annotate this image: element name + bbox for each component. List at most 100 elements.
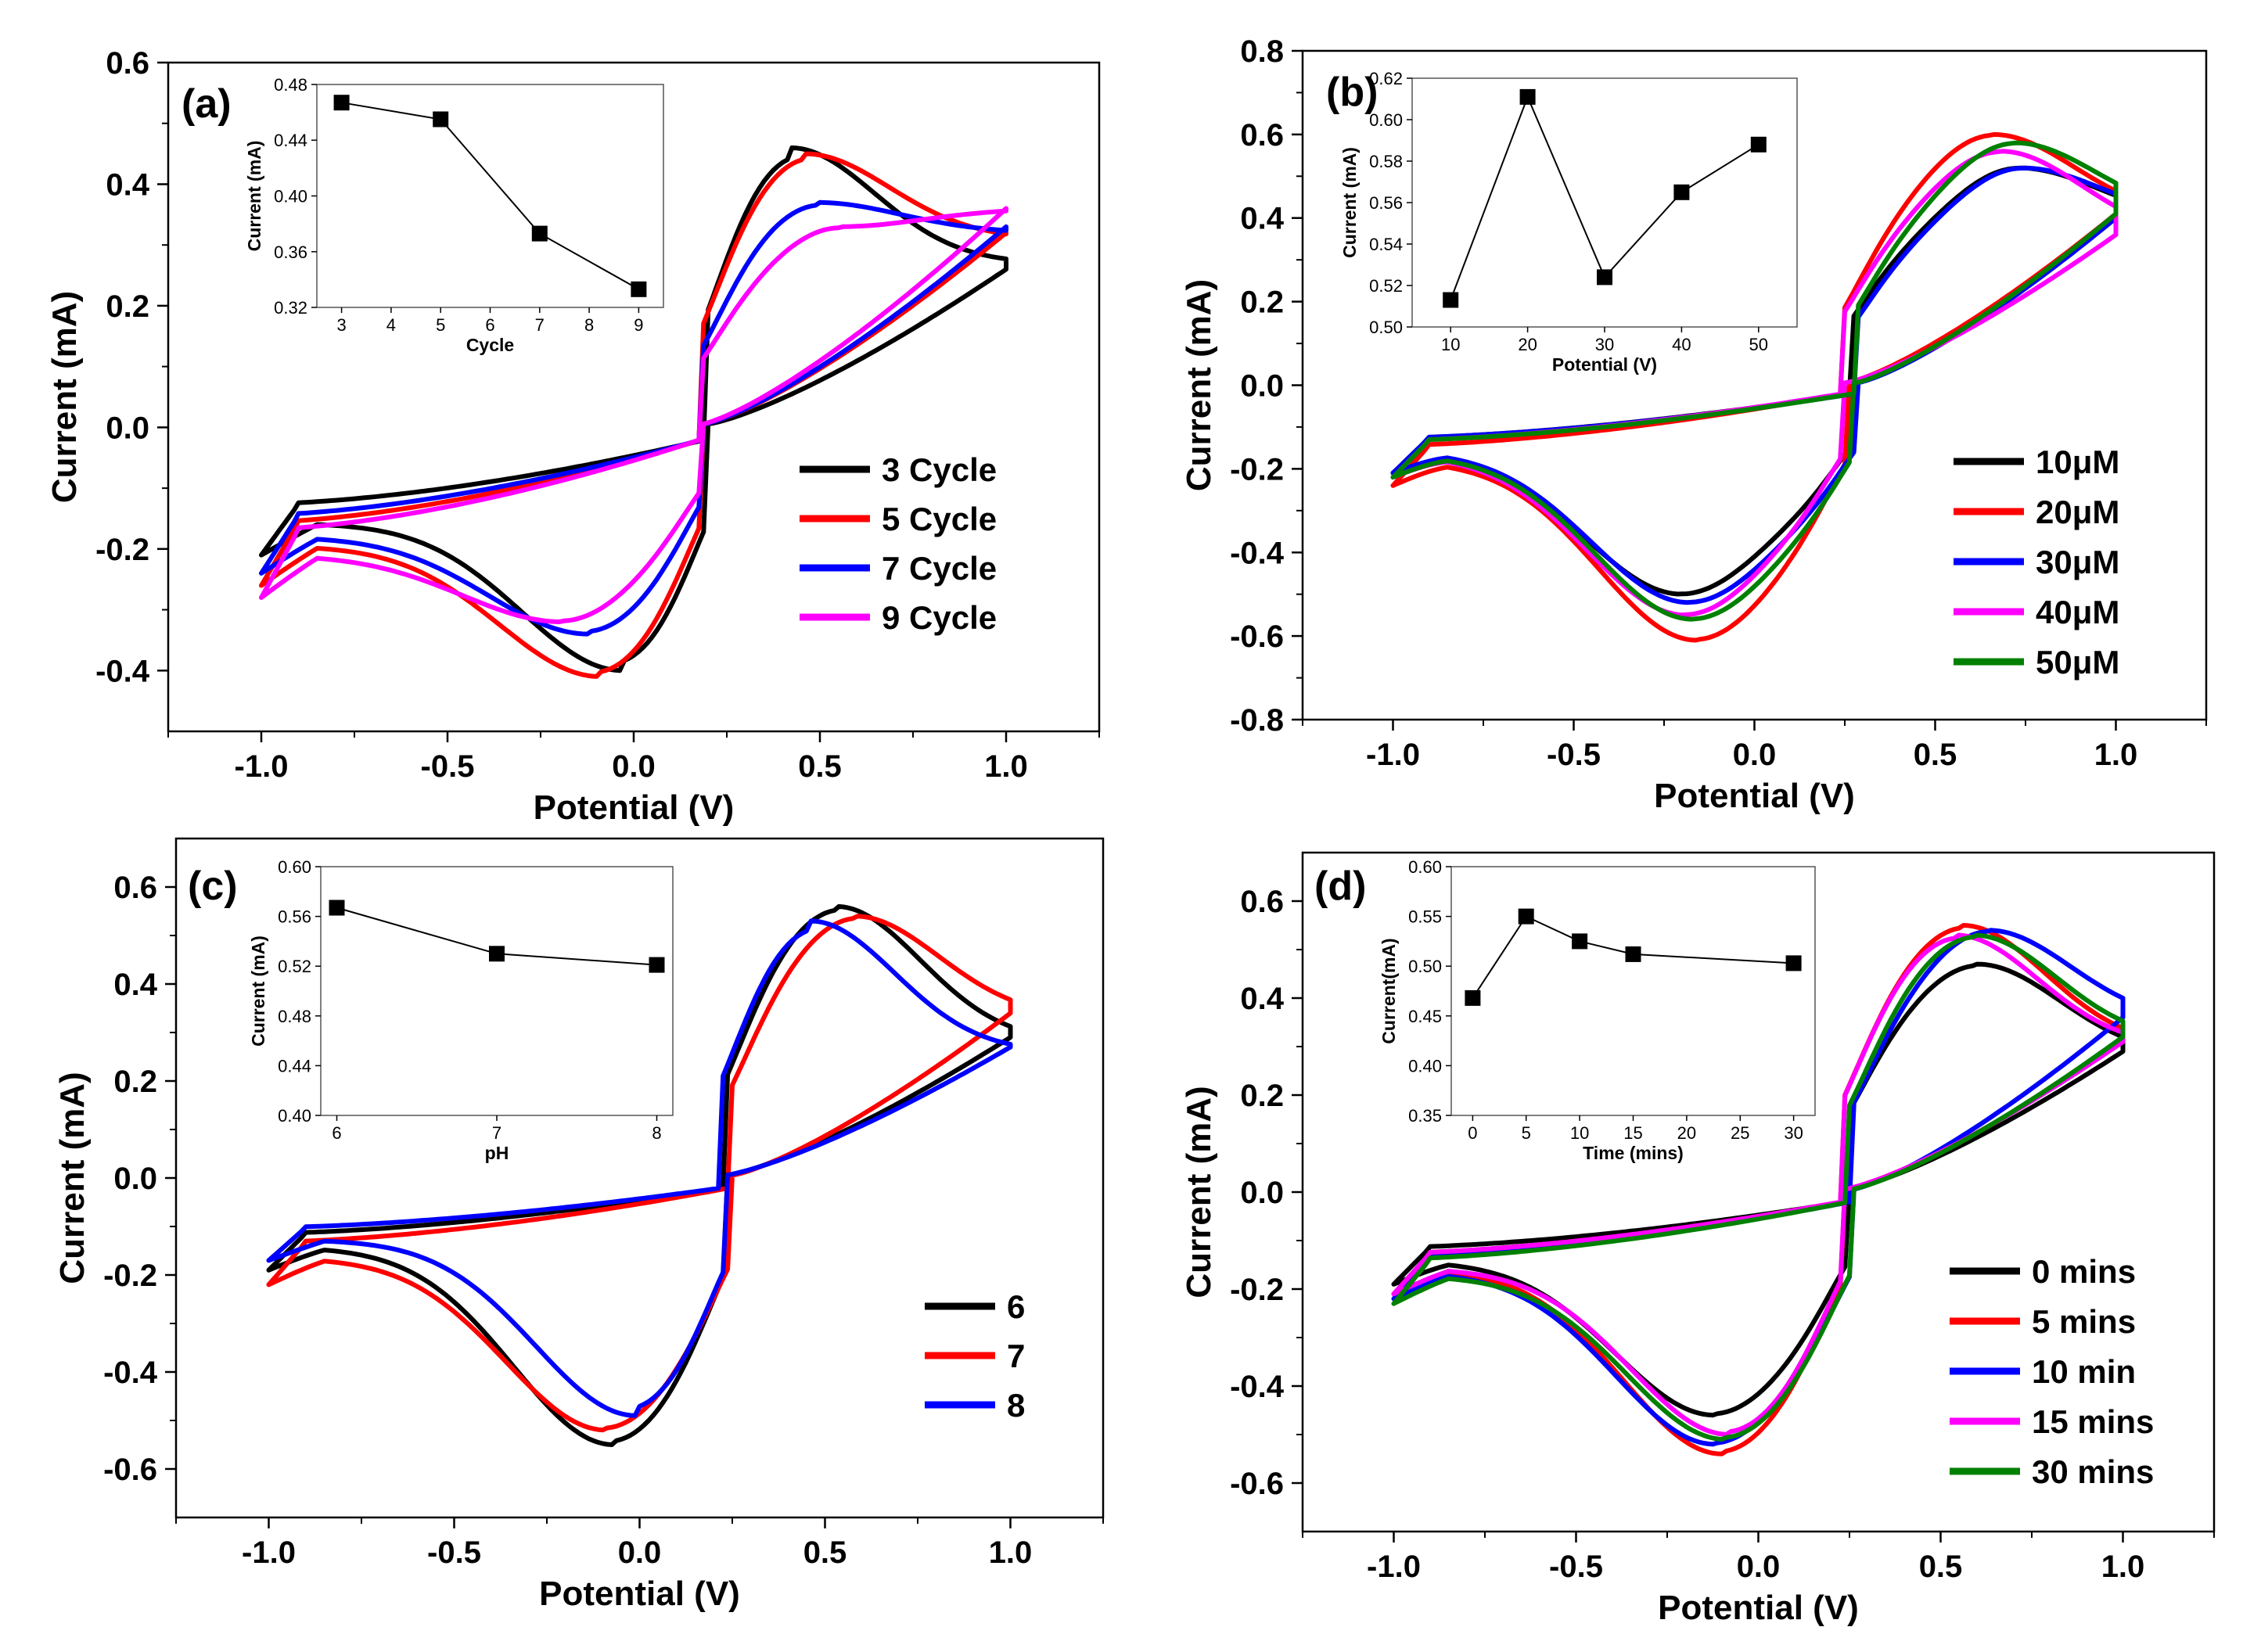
- series-line-3: [266, 918, 1013, 1418]
- inset-x-tick-label: 6: [485, 315, 494, 335]
- series-line-5: [1390, 140, 2119, 622]
- x-tick-label: -1.0: [1366, 738, 1420, 772]
- legend-label: 0 mins: [2032, 1253, 2136, 1290]
- inset-y-tick-label: 0.58: [1369, 152, 1403, 171]
- x-tick-label: -0.5: [427, 1535, 481, 1570]
- inset-frame: [1411, 77, 1798, 328]
- inset-x-tick-label: 8: [652, 1123, 661, 1143]
- inset-x-tick-label: 5: [1522, 1123, 1531, 1143]
- y-tick-label: 0.2: [1240, 1079, 1284, 1113]
- inset-x-axis-title: Potential (V): [1552, 354, 1657, 375]
- x-tick-label: 1.0: [2094, 738, 2138, 772]
- legend-label: 10μM: [2036, 444, 2119, 480]
- inset-x-tick-label: 10: [1570, 1123, 1589, 1143]
- inset-y-tick-label: 0.36: [274, 242, 307, 262]
- x-axis-title: Potential (V): [534, 788, 735, 827]
- y-tick-label: 0.0: [1240, 1176, 1284, 1210]
- x-tick-label: 0.5: [798, 749, 842, 784]
- inset-x-tick-label: 0: [1468, 1123, 1477, 1143]
- inset-data-point: [1785, 955, 1802, 971]
- inset-y-tick-label: 0.55: [1408, 907, 1442, 927]
- inset-y-tick-label: 0.52: [1369, 276, 1403, 296]
- inset-x-axis-title: Time (mins): [1583, 1143, 1684, 1163]
- y-tick-label: -0.4: [1230, 1370, 1285, 1404]
- legend-label: 10 min: [2032, 1353, 2136, 1390]
- inset-x-tick-label: 20: [1677, 1123, 1696, 1143]
- inset-data-point: [329, 900, 345, 916]
- inset-y-tick-label: 0.52: [278, 957, 311, 976]
- inset-data-point: [333, 95, 350, 111]
- inset-y-tick-label: 0.60: [1408, 857, 1442, 877]
- legend-label: 15 mins: [2032, 1403, 2154, 1440]
- inset-y-tick-label: 0.50: [1408, 957, 1442, 976]
- inset-data-point: [1572, 933, 1588, 950]
- inset-data-point: [531, 225, 548, 242]
- y-tick-label: 0.6: [113, 871, 157, 905]
- legend-label: 30μM: [2036, 544, 2119, 580]
- x-tick-label: -0.5: [1549, 1550, 1603, 1584]
- x-tick-label: 0.0: [1737, 1550, 1781, 1584]
- y-tick-label: -0.8: [1230, 703, 1284, 738]
- y-tick-label: -0.6: [1230, 1467, 1284, 1501]
- inset-y-tick-label: 0.48: [274, 75, 307, 95]
- inset-y-tick-label: 0.56: [1369, 193, 1403, 213]
- inset-y-tick-label: 0.40: [278, 1106, 311, 1126]
- inset-y-tick-label: 0.48: [278, 1007, 311, 1026]
- y-tick-label: -0.4: [103, 1356, 158, 1390]
- inset-frame: [320, 866, 674, 1116]
- series-line-2: [266, 914, 1013, 1433]
- inset-x-axis-title: pH: [485, 1143, 509, 1163]
- inset-x-tick-label: 25: [1731, 1123, 1749, 1143]
- panel-3: -1.0 -0.5 0.0 0.5 1.0 -0.6 -0.4 -0.2 0.0 0.2 0.4 0.…: [53, 837, 1105, 1613]
- y-tick-label: 0.2: [1240, 286, 1284, 320]
- y-tick-label: 0.6: [1240, 885, 1284, 919]
- x-tick-label: -0.5: [421, 749, 475, 784]
- y-axis-title: Current (mA): [45, 291, 84, 503]
- series-line-1: [259, 145, 1008, 673]
- inset-x-tick-label: 3: [336, 315, 346, 335]
- panel-label: (b): [1326, 70, 1378, 115]
- panel-1: -1.0 -0.5 0.0 0.5 1.0 -0.4 -0.2 0.0 0.2 0.4 0.6 Pot…: [45, 46, 1101, 827]
- legend-label: 6: [1007, 1288, 1025, 1325]
- y-tick-label: -0.2: [1230, 452, 1284, 487]
- inset-y-tick-label: 0.56: [278, 907, 311, 927]
- inset-y-tick-label: 0.35: [1408, 1106, 1442, 1126]
- inset-series-line: [341, 102, 639, 290]
- inset-y-tick-label: 0.60: [1369, 110, 1403, 130]
- inset-data-point: [1519, 88, 1536, 105]
- y-tick-label: 0.4: [113, 968, 157, 1002]
- x-tick-label: -1.0: [1367, 1550, 1421, 1584]
- x-axis-title: Potential (V): [539, 1575, 740, 1613]
- y-tick-label: -0.2: [95, 533, 149, 567]
- series-line-2: [259, 151, 1008, 679]
- y-axis-title: Current (mA): [1180, 279, 1218, 491]
- legend-label: 7 Cycle: [882, 550, 997, 587]
- y-tick-label: 0.4: [1240, 202, 1284, 236]
- inset-data-point: [1750, 136, 1767, 153]
- y-tick-label: -0.2: [1230, 1273, 1284, 1307]
- inset-y-axis-title: Current (mA): [248, 936, 268, 1047]
- y-axis-title: Current (mA): [1180, 1086, 1218, 1298]
- inset-x-tick-label: 6: [332, 1123, 341, 1143]
- legend-label: 5 Cycle: [882, 501, 997, 537]
- series-line-5: [1391, 932, 2126, 1442]
- legend-label: 5 mins: [2032, 1303, 2136, 1340]
- x-tick-label: 1.0: [2101, 1550, 2145, 1584]
- y-tick-label: 0.8: [1240, 34, 1284, 69]
- y-tick-label: 0.4: [106, 168, 149, 203]
- inset-x-tick-label: 10: [1441, 335, 1460, 354]
- panel-label: (d): [1314, 864, 1366, 909]
- panel-label: (a): [182, 81, 232, 127]
- inset-x-tick-label: 5: [436, 315, 445, 335]
- x-tick-label: 0.0: [612, 749, 656, 784]
- x-tick-label: -1.0: [242, 1535, 296, 1570]
- panel-label: (c): [188, 864, 238, 909]
- y-tick-label: 0.0: [106, 411, 149, 445]
- y-tick-label: 0.0: [113, 1162, 157, 1196]
- y-tick-label: 0.4: [1240, 982, 1284, 1016]
- inset-x-tick-label: 15: [1623, 1123, 1642, 1143]
- legend-label: 3 Cycle: [882, 451, 997, 488]
- legend-label: 40μM: [2036, 594, 2119, 630]
- legend-label: 50μM: [2036, 644, 2119, 681]
